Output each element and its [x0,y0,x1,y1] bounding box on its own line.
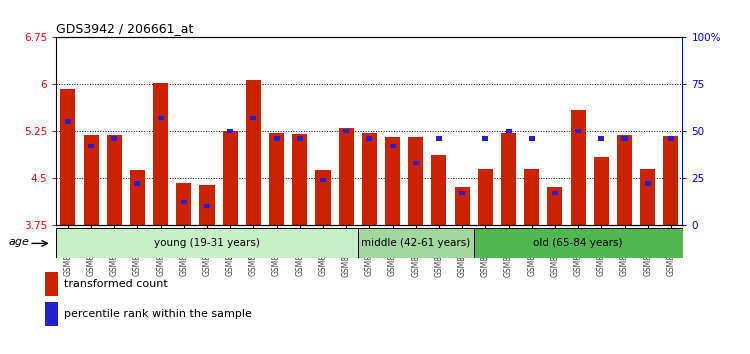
Bar [297,136,303,141]
Bar [181,200,187,205]
Bar [548,187,562,225]
Bar [431,155,446,225]
Bar [316,170,331,225]
Bar [64,119,70,124]
Bar [622,136,628,141]
Text: percentile rank within the sample: percentile rank within the sample [64,309,252,319]
Bar [269,133,284,225]
Text: old (65-84 years): old (65-84 years) [533,238,622,249]
Bar [204,204,210,208]
Bar [274,136,280,141]
Bar [366,136,373,141]
Bar [478,169,493,225]
Bar [176,183,191,225]
Bar [158,116,164,120]
Bar [501,133,516,225]
Bar [130,170,145,225]
Bar [575,129,581,133]
Bar [45,302,58,326]
Bar [246,80,261,225]
Bar [200,185,214,225]
Bar [459,191,465,195]
Bar [506,129,512,133]
Bar [389,144,395,148]
Bar [56,228,358,258]
Bar [111,136,117,141]
Bar [292,134,308,225]
Bar [663,136,679,225]
Bar [344,129,350,133]
Bar [223,131,238,225]
Text: GDS3942 / 206661_at: GDS3942 / 206661_at [56,22,194,35]
Bar [408,137,423,225]
Bar [524,169,539,225]
Bar [640,169,656,225]
Bar [571,110,586,225]
Bar [153,83,168,225]
Bar [320,178,326,182]
Text: transformed count: transformed count [64,279,168,289]
Bar [594,157,609,225]
Bar [83,135,98,225]
Bar [482,136,488,141]
Bar [645,181,651,186]
Text: young (19-31 years): young (19-31 years) [154,238,260,249]
Bar [529,136,535,141]
Text: middle (42-61 years): middle (42-61 years) [362,238,470,249]
Bar [134,181,140,186]
Bar [474,228,682,258]
Bar [617,135,632,225]
Bar [88,144,94,148]
Bar [251,116,257,120]
Bar [668,136,674,141]
Bar [227,129,233,133]
Bar [106,135,122,225]
Bar [436,136,442,141]
Text: age: age [8,237,29,247]
Bar [552,191,558,195]
Bar [454,187,470,225]
Bar [385,137,400,225]
Bar [413,161,419,165]
Bar [60,89,76,225]
Bar [358,228,474,258]
Bar [339,129,354,225]
Bar [362,133,377,225]
Bar [598,136,604,141]
Bar [45,272,58,296]
